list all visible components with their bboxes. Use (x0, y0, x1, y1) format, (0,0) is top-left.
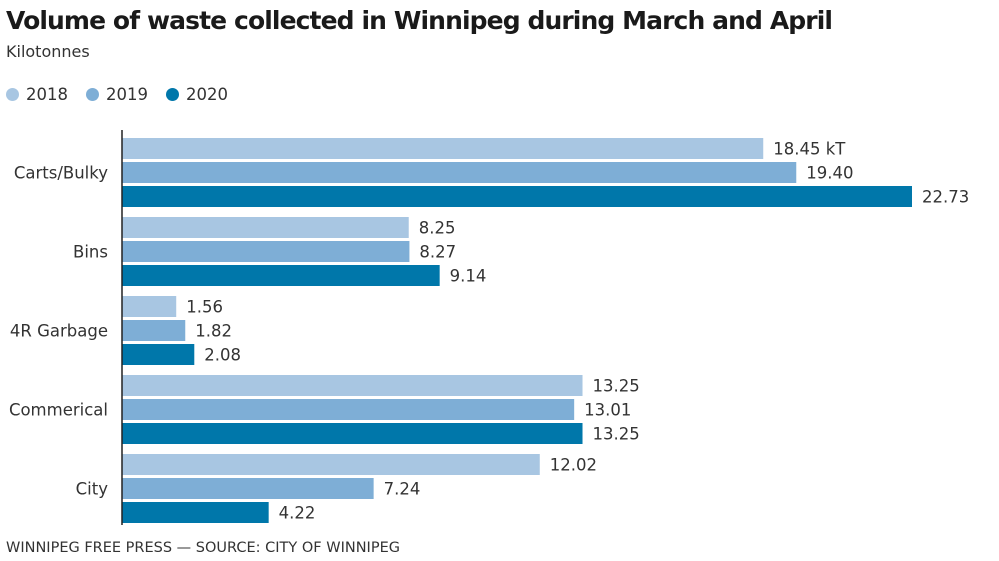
bar-2018 (122, 217, 409, 238)
bar-group: Bins 8.25 8.27 9.14 (73, 217, 486, 286)
category-label: Commerical (9, 401, 108, 420)
bar-group: City 12.02 7.24 4.22 (76, 454, 597, 523)
bar-2018 (122, 138, 764, 159)
legend-item-2020: 2020 (166, 85, 228, 104)
data-label: 8.27 (419, 243, 456, 262)
bar-2020 (122, 265, 440, 286)
bar-group: 4R Garbage 1.56 1.82 2.08 (10, 296, 241, 365)
data-label: 22.73 (922, 188, 969, 207)
data-label: 12.02 (550, 456, 597, 475)
chart-subtitle: Kilotonnes (6, 42, 90, 61)
bar-2020 (122, 344, 195, 365)
legend: 2018 2019 2020 (6, 85, 246, 104)
bar-2019 (122, 478, 374, 499)
bar-2019 (122, 320, 186, 341)
data-label: 13.01 (584, 401, 631, 420)
bar-2019 (122, 241, 410, 262)
data-label: 2.08 (204, 346, 241, 365)
legend-swatch-2018 (6, 88, 19, 101)
category-label: 4R Garbage (10, 322, 108, 341)
bar-group: Commerical 13.25 13.01 13.25 (9, 375, 640, 444)
bar-2020 (122, 423, 583, 444)
bar-2018 (122, 375, 583, 396)
bar-2018 (122, 454, 540, 475)
bar-group: Carts/Bulky 18.45 kT 19.40 22.73 (14, 138, 969, 207)
bar-2020 (122, 502, 269, 523)
legend-item-2019: 2019 (86, 85, 148, 104)
data-label: 19.40 (806, 164, 853, 183)
category-label: Bins (73, 243, 108, 262)
legend-item-2018: 2018 (6, 85, 68, 104)
bar-2018 (122, 296, 177, 317)
data-label: 1.82 (195, 322, 232, 341)
chart-title: Volume of waste collected in Winnipeg du… (6, 6, 833, 35)
source-credit: WINNIPEG FREE PRESS — SOURCE: CITY OF WI… (6, 540, 400, 556)
data-label: 8.25 (419, 219, 456, 238)
bar-2019 (122, 162, 797, 183)
data-label: 18.45 kT (773, 140, 846, 159)
legend-swatch-2019 (86, 88, 99, 101)
data-label: 9.14 (450, 267, 487, 286)
legend-label-2019: 2019 (106, 85, 148, 104)
data-label: 13.25 (593, 377, 640, 396)
data-label: 13.25 (593, 425, 640, 444)
bar-chart: Carts/Bulky 18.45 kT 19.40 22.73 Bins 8.25 8.2… (9, 130, 969, 525)
data-label: 4.22 (279, 504, 316, 523)
data-label: 1.56 (186, 298, 223, 317)
legend-label-2020: 2020 (186, 85, 228, 104)
category-label: Carts/Bulky (14, 164, 108, 183)
bar-2020 (122, 186, 912, 207)
bar-2019 (122, 399, 575, 420)
data-label: 7.24 (384, 480, 421, 499)
legend-swatch-2020 (166, 88, 179, 101)
category-label: City (76, 480, 109, 499)
legend-label-2018: 2018 (26, 85, 68, 104)
